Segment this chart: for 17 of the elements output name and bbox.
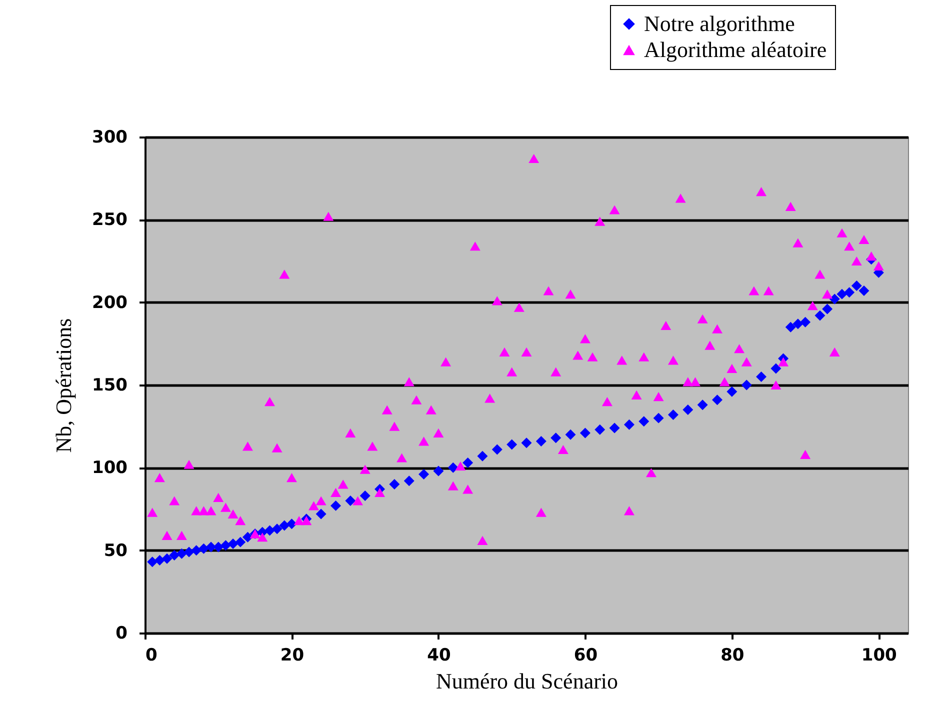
- y-tick-label: 250: [92, 210, 128, 230]
- legend-label: Algorithme aléatoire: [644, 37, 827, 62]
- y-tick-label: 0: [116, 624, 128, 644]
- x-tick-label: 20: [280, 646, 304, 666]
- x-tick-label: 60: [574, 646, 598, 666]
- y-tick-label: 50: [104, 540, 128, 561]
- y-tick-label: 200: [92, 292, 128, 313]
- x-axis-title: Numéro du Scénario: [436, 668, 618, 694]
- x-tick-label: 0: [146, 646, 158, 666]
- legend-label: Notre algorithme: [644, 11, 795, 36]
- x-tick-label: 100: [861, 646, 898, 666]
- y-tick-label: 150: [92, 376, 128, 396]
- x-tick-label: 80: [720, 646, 744, 666]
- x-tick-label: 40: [427, 646, 451, 666]
- y-tick-label: 100: [92, 458, 128, 478]
- y-axis-title: Nb, Opérations: [51, 318, 76, 453]
- y-tick-label: 300: [92, 128, 128, 148]
